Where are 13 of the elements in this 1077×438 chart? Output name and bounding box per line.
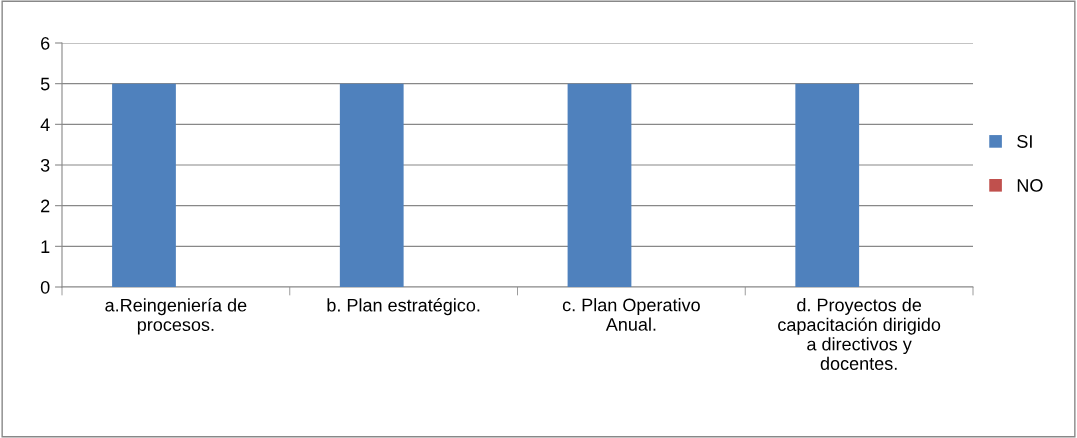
x-tick-label: a.Reingeniería de procesos. xyxy=(105,298,247,335)
legend-label: SI xyxy=(1017,135,1032,148)
y-tick-label: 6 xyxy=(41,36,50,50)
y-tick-label: 0 xyxy=(40,280,50,294)
y-tick-label: 3 xyxy=(40,158,50,172)
x-tick-label: d. Proyectos de capacitación dirigido a directivos y docentes. xyxy=(778,298,941,370)
y-tick-label: 1 xyxy=(41,240,50,253)
y-tick-label: 4 xyxy=(40,118,50,131)
y-tick-label: 2 xyxy=(41,199,50,213)
legend-label: NO xyxy=(1017,179,1043,192)
y-tick-label: 5 xyxy=(40,77,50,91)
x-tick-label: c. Plan Operativo Anual. xyxy=(562,298,700,331)
x-tick-label: b. Plan estratégico. xyxy=(327,298,480,316)
